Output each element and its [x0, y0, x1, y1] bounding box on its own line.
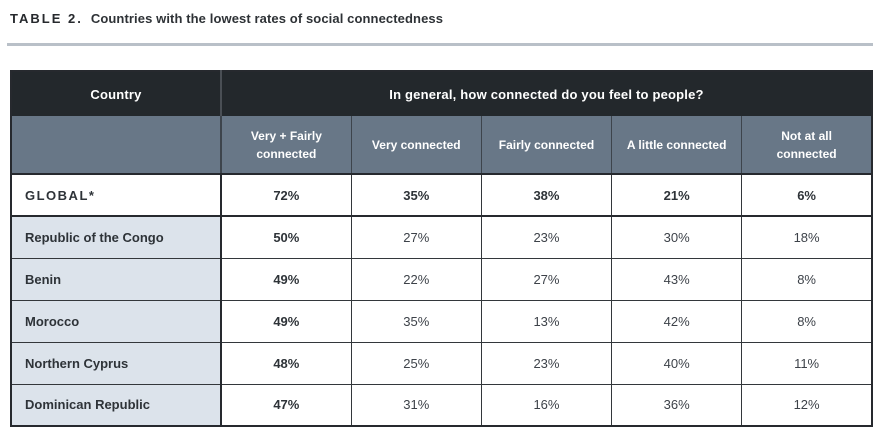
value-cell: 23%: [480, 215, 613, 259]
country-cell: Benin: [10, 257, 222, 301]
value-cell: 13%: [480, 299, 613, 343]
table-title-prefix: TABLE 2.: [10, 11, 83, 26]
value-cell: 22%: [350, 257, 482, 301]
value-cell: 31%: [350, 383, 482, 427]
value-cell: 50%: [220, 215, 352, 259]
value-cell: 72%: [220, 173, 352, 217]
value-cell: 27%: [350, 215, 482, 259]
connectedness-table-wrapper: Country In general, how connected do you…: [10, 70, 873, 427]
value-cell: 30%: [611, 215, 743, 259]
subheader-very-fairly: Very + Fairly connected: [220, 116, 352, 175]
value-cell: 6%: [741, 173, 873, 217]
subheader-empty: [11, 116, 222, 175]
country-cell: GLOBAL*: [10, 173, 222, 217]
value-cell: 35%: [350, 299, 482, 343]
value-cell: 48%: [220, 341, 352, 385]
subheader-not-at-all: Not at all connected: [741, 116, 872, 175]
subheader-very: Very connected: [350, 116, 482, 175]
value-cell: 25%: [350, 341, 482, 385]
value-cell: 49%: [220, 299, 352, 343]
table-title-text: Countries with the lowest rates of socia…: [90, 11, 444, 26]
country-cell: Northern Cyprus: [10, 341, 222, 385]
table-row-morocco: Morocco 49% 35% 13% 42% 8%: [10, 299, 873, 343]
value-cell: 27%: [480, 257, 613, 301]
value-cell: 12%: [741, 383, 873, 427]
country-cell: Republic of the Congo: [10, 215, 222, 259]
header-row-sub: Very + Fairly connected Very connected F…: [11, 116, 872, 175]
title-divider: [7, 43, 873, 46]
value-cell: 16%: [480, 383, 613, 427]
header-row-main: Country In general, how connected do you…: [11, 71, 872, 116]
value-cell: 40%: [611, 341, 743, 385]
subheader-a-little: A little connected: [611, 116, 742, 175]
column-header-question: In general, how connected do you feel to…: [221, 71, 872, 116]
value-cell: 43%: [611, 257, 743, 301]
value-cell: 8%: [741, 299, 873, 343]
table-row-dominican-republic: Dominican Republic 47% 31% 16% 36% 12%: [10, 383, 873, 427]
value-cell: 49%: [220, 257, 352, 301]
column-header-country: Country: [11, 71, 222, 116]
value-cell: 8%: [741, 257, 873, 301]
value-cell: 18%: [741, 215, 873, 259]
value-cell: 47%: [220, 383, 352, 427]
table-title: TABLE 2. Countries with the lowest rates …: [10, 11, 872, 26]
value-cell: 42%: [611, 299, 743, 343]
table-row-northern-cyprus: Northern Cyprus 48% 25% 23% 40% 11%: [10, 341, 873, 385]
table-row-republic-of-the-congo: Republic of the Congo 50% 27% 23% 30% 18…: [10, 215, 873, 259]
table-row-global: GLOBAL* 72% 35% 38% 21% 6%: [10, 173, 873, 217]
value-cell: 35%: [350, 173, 482, 217]
value-cell: 21%: [611, 173, 743, 217]
country-cell: Morocco: [10, 299, 222, 343]
subheader-fairly: Fairly connected: [480, 116, 612, 175]
connectedness-table: Country In general, how connected do you…: [10, 70, 873, 427]
value-cell: 36%: [611, 383, 743, 427]
table-row-benin: Benin 49% 22% 27% 43% 8%: [10, 257, 873, 301]
value-cell: 38%: [480, 173, 613, 217]
country-cell: Dominican Republic: [10, 383, 222, 427]
value-cell: 11%: [741, 341, 873, 385]
value-cell: 23%: [480, 341, 613, 385]
